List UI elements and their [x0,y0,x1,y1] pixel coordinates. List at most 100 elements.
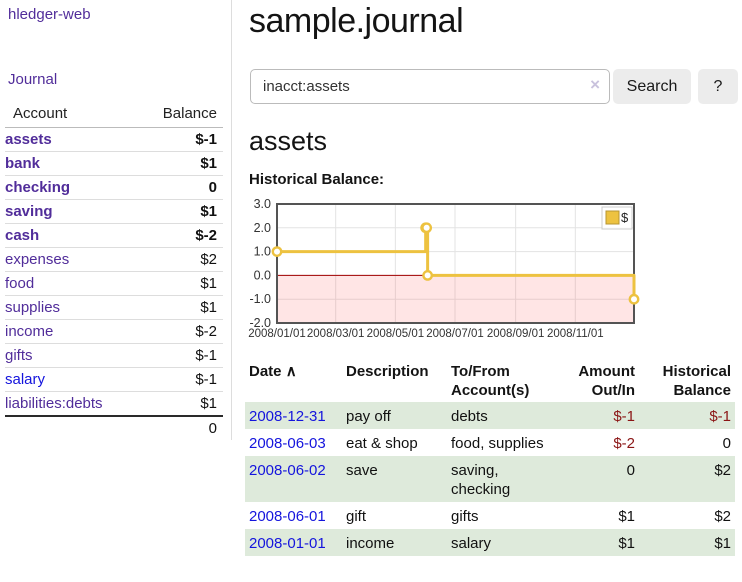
accounts-total-spacer [5,415,134,440]
account-balance: $1 [133,151,223,176]
transaction-balance: $-1 [709,408,731,425]
svg-text:0.0: 0.0 [254,268,271,282]
account-link[interactable]: saving [5,203,53,220]
account-name-cell: gifts [5,343,134,368]
account-row: saving $1 [5,199,223,224]
account-name-cell: cash [5,223,134,248]
transaction-accounts: salary [451,535,492,552]
account-link[interactable]: expenses [5,251,70,268]
account-link[interactable]: liabilities:debts [5,395,103,412]
transaction-amount: $-1 [613,408,635,425]
account-balance: $1 [133,199,223,224]
transaction-accounts: debts [451,408,488,425]
search-button[interactable]: Search [613,69,691,104]
transaction-date-cell: 2008-12-31 [245,402,342,429]
help-button[interactable]: ? [698,69,738,104]
account-name-cell: assets [5,127,134,152]
register-header-row: Date ∧ Description To/From Account(s) Am… [245,360,735,402]
account-row: food $1 [5,271,223,296]
account-name-cell: income [5,319,134,344]
account-balance: $2 [133,247,223,272]
search-input-wrap: × [250,69,610,104]
account-name-cell: expenses [5,247,134,272]
balance-chart-container: $3.0 2.0 1.0 0.0 -1.0 -2.0 2008/01/01 2008/03/0… [240,196,742,350]
account-heading: assets [249,126,328,156]
transaction-accounts: gifts [451,508,479,525]
chart-title: Historical Balance: [249,171,385,188]
account-balance: $-2 [133,319,223,344]
transaction-description: eat & shop [346,435,418,452]
register-table: Date ∧ Description To/From Account(s) Am… [245,360,735,556]
svg-text:$: $ [621,210,629,225]
svg-text:2008/09/01: 2008/09/01 [487,328,545,340]
register-header-accounts[interactable]: To/From Account(s) [451,363,530,399]
transaction-date-link[interactable]: 2008-01-01 [249,535,326,552]
svg-text:3.0: 3.0 [254,197,271,211]
account-row: income $-2 [5,319,223,344]
transaction-date-link[interactable]: 2008-06-03 [249,435,326,452]
register-header-date[interactable]: Date ∧ [249,363,297,380]
search-input[interactable] [261,72,583,101]
register-header-amount[interactable]: Amount Out/In [578,363,635,399]
account-link[interactable]: gifts [5,347,33,364]
transaction-row: 2008-06-01 gift gifts $1 $2 [245,502,735,529]
account-balance: $-2 [133,223,223,248]
account-name-cell: supplies [5,295,134,320]
account-link[interactable]: cash [5,227,40,244]
register-header-balance[interactable]: Historical Balance [662,363,731,399]
transaction-date-link[interactable]: 2008-06-02 [249,462,326,479]
app-brand-link[interactable]: hledger-web [8,6,91,23]
svg-text:2008/07/01: 2008/07/01 [426,328,484,340]
register-header-description[interactable]: Description [346,363,429,380]
transaction-date-link[interactable]: 2008-06-01 [249,508,326,525]
sidebar-item-journal[interactable]: Journal [8,71,58,88]
account-name-cell: liabilities:debts [5,392,133,417]
transaction-description: gift [346,508,367,525]
svg-text:-2.0: -2.0 [249,316,271,330]
transaction-description: save [346,462,378,479]
transaction-date-link[interactable]: 2008-12-31 [249,408,326,425]
clear-search-icon[interactable]: × [590,75,600,94]
account-balance: 0 [133,175,223,200]
account-row: assets $-1 [5,127,223,152]
account-name-cell: saving [5,199,134,224]
search-bar: × Search ? [250,69,742,104]
account-row: bank $1 [5,151,223,176]
account-link[interactable]: salary [5,371,46,388]
transaction-balance: $1 [714,535,731,552]
account-link[interactable]: assets [5,131,52,148]
svg-text:-1.0: -1.0 [249,292,271,306]
transaction-amount: $1 [618,535,635,552]
account-row: expenses $2 [5,247,223,272]
transaction-balance: $2 [714,508,731,525]
transaction-description: income [346,535,395,552]
register-table-body: 2008-12-31 pay off debts $-1 $-1 2008-06-03 ea… [245,402,735,556]
transaction-amount: $-2 [613,435,635,452]
account-link[interactable]: bank [5,155,41,172]
account-link[interactable]: checking [5,179,71,196]
sort-ascending-icon: ∧ [285,363,297,380]
account-link[interactable]: income [5,323,54,340]
account-balance: $-1 [133,127,223,152]
account-link[interactable]: supplies [5,299,61,316]
transaction-row: 2008-06-02 save saving, checking 0 $2 [245,456,735,502]
account-balance: $-1 [133,367,223,392]
transaction-accounts: food, supplies [451,435,544,452]
transaction-description: pay off [346,408,391,425]
accounts-table-header: Account Balance [5,103,223,128]
balance-column-header: Balance [133,103,223,128]
svg-text:2008/03/01: 2008/03/01 [307,328,365,340]
accounts-total-row: 0 [5,415,223,440]
transaction-accounts: saving, checking [451,462,511,498]
transaction-balance: $2 [714,462,731,479]
transaction-row: 2008-12-31 pay off debts $-1 $-1 [245,402,735,429]
accounts-table: Account Balance assets $-1 bank $1 checking 0… [5,103,223,440]
transaction-amount: $1 [618,508,635,525]
svg-text:2008/05/01: 2008/05/01 [367,328,425,340]
account-link[interactable]: food [5,275,35,292]
transaction-row: 2008-06-03 eat & shop food, supplies $-2 0 [245,429,735,456]
account-row: liabilities:debts $1 [5,392,223,417]
svg-text:2008/01/01: 2008/01/01 [248,328,306,340]
account-row: salary $-1 [5,367,223,392]
